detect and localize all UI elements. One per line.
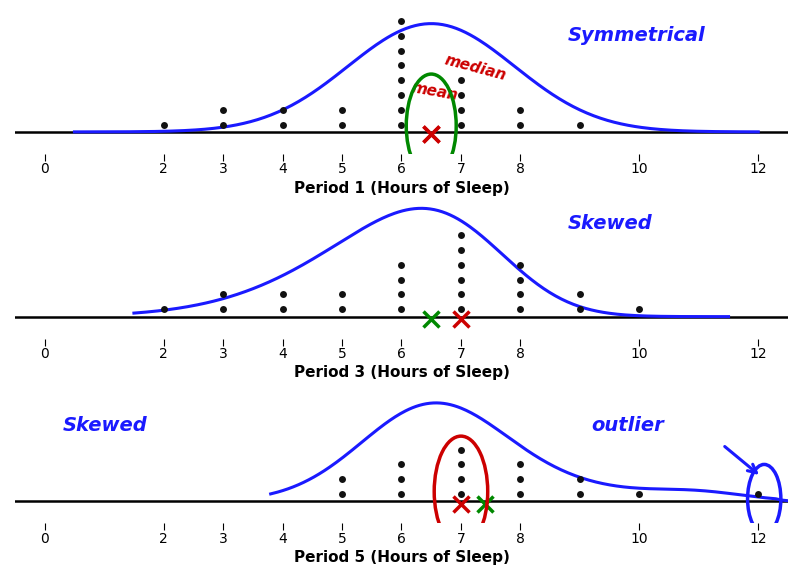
Text: Skewed: Skewed	[567, 213, 652, 233]
Text: Symmetrical: Symmetrical	[567, 27, 705, 45]
Text: outlier: outlier	[591, 415, 664, 434]
Text: mean: mean	[410, 80, 459, 103]
Text: median: median	[443, 52, 508, 83]
X-axis label: Period 3 (Hours of Sleep): Period 3 (Hours of Sleep)	[294, 365, 508, 380]
Text: Skewed: Skewed	[63, 415, 147, 434]
X-axis label: Period 1 (Hours of Sleep): Period 1 (Hours of Sleep)	[294, 180, 508, 195]
X-axis label: Period 5 (Hours of Sleep): Period 5 (Hours of Sleep)	[294, 550, 508, 565]
